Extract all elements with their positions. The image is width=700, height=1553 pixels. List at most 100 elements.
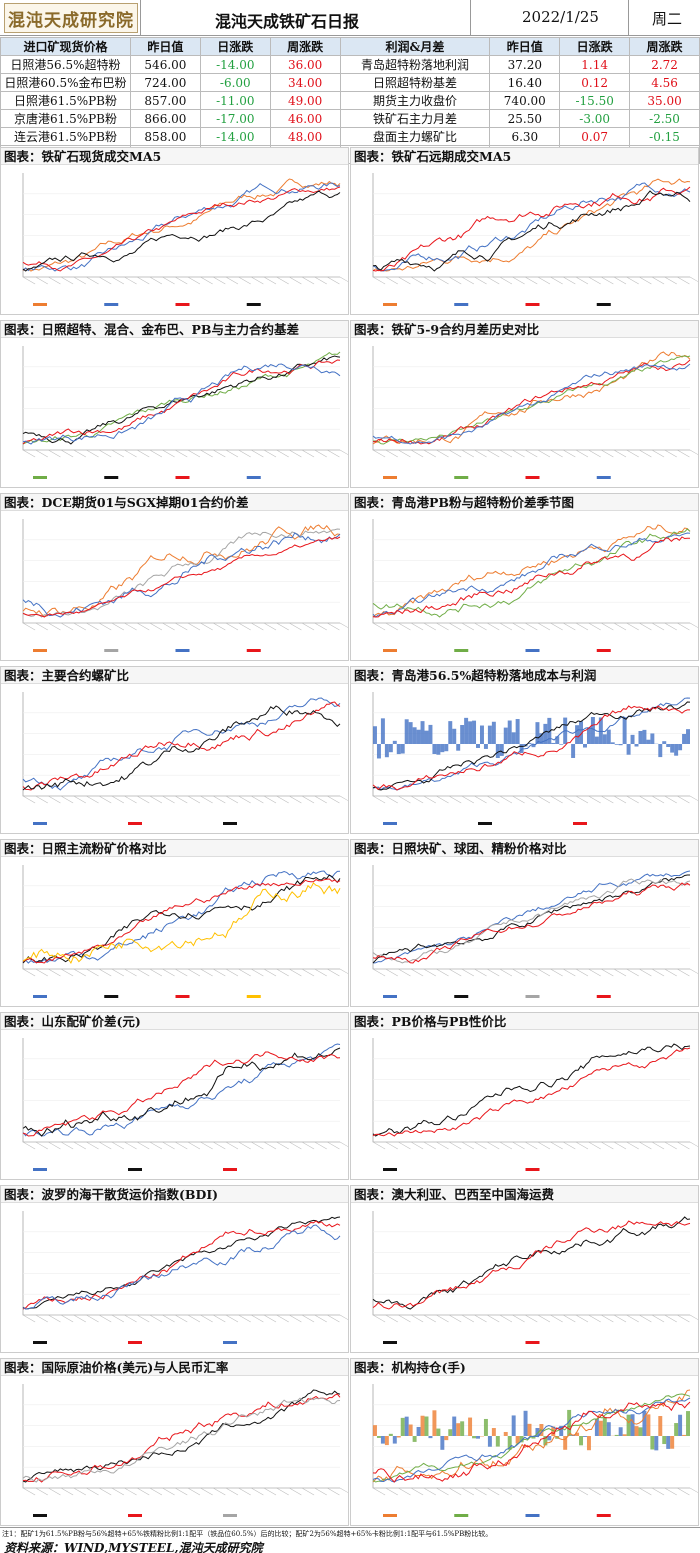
table-cell: 37.20 (489, 55, 561, 74)
chart-x-tick (677, 968, 690, 977)
chart-x-tick (238, 1141, 251, 1150)
chart-x-tick (385, 968, 398, 977)
chart-bar (460, 725, 465, 744)
column-header: 周涨跌 (629, 37, 700, 56)
chart-x-tick (372, 968, 386, 977)
chart-panel: 图表：PB价格与PB性价比 (350, 1012, 699, 1180)
chart-x-tick (149, 968, 163, 977)
chart-bar (491, 1428, 496, 1436)
chart-x-tick (136, 276, 150, 285)
chart-x-tick (98, 1141, 112, 1150)
chart-x-tick (626, 968, 639, 977)
chart-x-tick (512, 276, 525, 285)
chart-series-line (372, 182, 691, 272)
chart-x-tick (499, 795, 513, 804)
chart-plot (372, 346, 698, 479)
table-cell: 青岛超特粉落地利润 (339, 55, 491, 74)
chart-x-tick (448, 795, 462, 804)
chart-x-tick (187, 276, 201, 285)
chart-bar (408, 722, 413, 744)
chart-x-tick (537, 1141, 551, 1150)
chart-title: 图表：澳大利亚、巴西至中国海运费 (351, 1186, 698, 1203)
chart-panel: 图表：波罗的海干散货运价指数(BDI) (0, 1185, 349, 1353)
chart-x-tick (689, 276, 698, 285)
chart-bar (384, 1436, 389, 1446)
chart-x-tick (301, 622, 315, 631)
chart-x-tick (327, 795, 340, 804)
chart-x-tick (187, 968, 201, 977)
chart-series-line (22, 178, 341, 272)
table-cell: 盘面主力螺矿比 (339, 127, 491, 146)
chart-x-tick (689, 622, 698, 631)
chart-x-tick (200, 449, 213, 458)
chart-title: 图表：铁矿石远期成交MA5 (351, 148, 698, 165)
chart-bar (440, 1436, 445, 1450)
legend-swatch (128, 1514, 142, 1517)
chart-x-tick (677, 795, 690, 804)
chart-x-tick (537, 276, 551, 285)
chart-x-tick (664, 276, 677, 285)
chart-bar (456, 744, 461, 751)
legend-swatch (596, 995, 611, 998)
chart-bar (622, 1434, 627, 1436)
chart-x-tick (512, 449, 525, 458)
chart-series-line (22, 536, 341, 618)
chart-x-tick (486, 1314, 500, 1323)
chart-bar (610, 742, 615, 744)
chart-x-tick (162, 1314, 175, 1323)
chart-x-tick (410, 1487, 424, 1496)
chart-x-tick (73, 968, 86, 977)
chart-x-tick (588, 968, 601, 977)
chart-bar (376, 1436, 381, 1438)
chart-bar (642, 1410, 647, 1436)
chart-x-tick (238, 968, 251, 977)
chart-bar (590, 717, 595, 744)
legend-swatch (383, 649, 397, 652)
chart-x-tick (60, 1314, 74, 1323)
table-cell: 日照港56.5%超特粉 (0, 55, 131, 74)
chart-x-tick (289, 1141, 302, 1150)
chart-x-tick (626, 795, 639, 804)
chart-x-tick (448, 622, 462, 631)
chart-x-tick (486, 795, 500, 804)
chart-x-tick (677, 449, 690, 458)
table-cell: -15.50 (559, 91, 631, 110)
chart-series-line (22, 1389, 341, 1483)
chart-bar (598, 717, 603, 744)
chart-series-line (372, 186, 691, 272)
chart-bar (630, 1414, 635, 1436)
chart-bar (626, 1414, 631, 1436)
chart-x-tick (537, 1314, 551, 1323)
chart-x-tick (398, 968, 411, 977)
chart-x-tick (162, 1487, 175, 1496)
chart-series-line (372, 882, 691, 964)
chart-x-tick (60, 622, 74, 631)
chart-x-tick (461, 449, 475, 458)
chart-title: 图表：国际原油价格(美元)与人民币汇率 (1, 1359, 348, 1376)
chart-title: 图表：波罗的海干散货运价指数(BDI) (1, 1186, 348, 1203)
table-cell: 858.00 (129, 127, 201, 146)
column-header: 日涨跌 (199, 37, 271, 56)
chart-x-tick (314, 1487, 327, 1496)
chart-x-tick (86, 449, 99, 458)
chart-x-tick (73, 449, 86, 458)
chart-bar (535, 722, 540, 744)
chart-x-tick (385, 449, 398, 458)
chart-bar (416, 729, 421, 744)
chart-bar (594, 1418, 599, 1436)
legend-swatch (175, 476, 190, 479)
chart-x-tick (626, 449, 639, 458)
chart-x-tick (124, 622, 137, 631)
chart-x-tick (398, 622, 411, 631)
chart-x-tick (575, 795, 589, 804)
table-row: 日照港56.5%超特粉 546.00 -14.00 36.00 青岛超特粉落地利润 37.… (0, 55, 700, 74)
chart-axis (372, 519, 690, 624)
chart-x-tick (98, 795, 112, 804)
chart-title: 图表：日照块矿、球团、精粉价格对比 (351, 840, 698, 857)
chart-x-tick (314, 1314, 327, 1323)
chart-bar (460, 1421, 465, 1436)
table-cell: 46.00 (269, 109, 341, 128)
chart-bar (579, 1436, 584, 1446)
legend-swatch (104, 303, 119, 306)
chart-x-tick (213, 449, 226, 458)
